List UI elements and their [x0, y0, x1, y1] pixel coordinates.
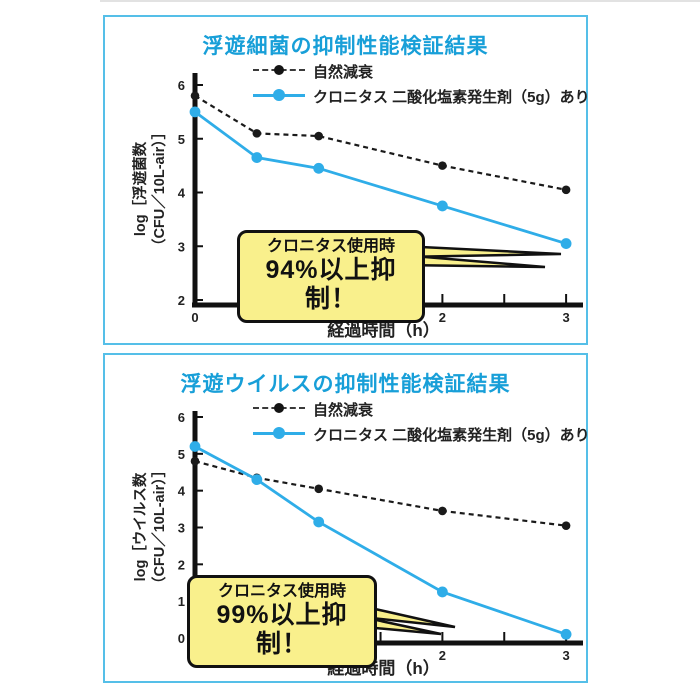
svg-text:2: 2	[439, 648, 446, 663]
svg-text:5: 5	[178, 132, 185, 147]
legend-item-cronitas: クロニタス 二酸化塩素発生剤（5g）あり	[253, 86, 590, 106]
dashed-line-marker-icon	[253, 65, 305, 77]
solid-line-marker-icon	[253, 427, 305, 440]
svg-text:4: 4	[178, 484, 186, 499]
solid-line-marker-icon	[253, 89, 305, 102]
callout-line2: 99%以上抑制！	[216, 601, 348, 658]
svg-text:経過時間（h）: 経過時間（h）	[327, 320, 439, 340]
svg-text:0: 0	[178, 631, 185, 646]
legend-virus: 自然減衰 クロニタス 二酸化塩素発生剤（5g）あり	[253, 399, 590, 444]
callout-line2: 94%以上抑制！	[265, 256, 397, 313]
y-axis-label-virus: log［ウイルス数 （CFU／10L-air）］	[132, 463, 170, 591]
svg-text:4: 4	[178, 186, 186, 201]
y-axis-label-line1: log［ウイルス数	[133, 472, 150, 582]
legend-item-cronitas: クロニタス 二酸化塩素発生剤（5g）あり	[253, 424, 590, 444]
y-axis-label-bacteria: log［浮遊菌数 （CFU／10L-air）］	[132, 125, 170, 253]
legend-label: クロニタス 二酸化塩素発生剤（5g）あり	[313, 88, 590, 106]
panel-title-virus: 浮遊ウイルスの抑制性能検証結果	[180, 373, 511, 396]
legend-item-natural-decay: 自然減衰	[253, 399, 590, 419]
legend-bacteria: 自然減衰 クロニタス 二酸化塩素発生剤（5g）あり	[253, 61, 590, 106]
panel-bacteria: 浮遊細菌の抑制性能検証結果 234560123経過時間（h） 自然減衰 クロニタ…	[103, 15, 590, 345]
svg-text:0: 0	[191, 310, 198, 325]
panel-title-bacteria: 浮遊細菌の抑制性能検証結果	[202, 35, 489, 58]
svg-text:2: 2	[439, 310, 446, 325]
svg-text:2: 2	[178, 293, 185, 308]
svg-text:5: 5	[178, 447, 185, 462]
callout-bacteria: クロニタス使用時 94%以上抑制！	[237, 230, 425, 323]
svg-text:6: 6	[178, 410, 185, 425]
y-axis-label-line2: （CFU／10L-air）］	[152, 124, 168, 254]
svg-text:3: 3	[178, 239, 185, 254]
svg-text:2: 2	[178, 557, 185, 572]
page-top-edge-line	[100, 0, 700, 2]
callout-line1: クロニタス使用時	[217, 583, 346, 600]
svg-text:1: 1	[178, 594, 185, 609]
svg-text:3: 3	[562, 310, 569, 325]
y-axis-label-line1: log［浮遊菌数	[133, 141, 150, 237]
callout-line1: クロニタス使用時	[266, 238, 395, 255]
legend-label: クロニタス 二酸化塩素発生剤（5g）あり	[313, 426, 590, 444]
panel-virus: 浮遊ウイルスの抑制性能検証結果 01234560123経過時間（h） 自然減衰 …	[103, 353, 590, 683]
legend-label: 自然減衰	[313, 63, 374, 81]
legend-label: 自然減衰	[313, 401, 374, 419]
legend-item-natural-decay: 自然減衰	[253, 61, 590, 81]
svg-text:6: 6	[178, 78, 185, 93]
svg-text:3: 3	[178, 521, 185, 536]
svg-text:3: 3	[562, 648, 569, 663]
dashed-line-marker-icon	[253, 403, 305, 415]
y-axis-label-line2: （CFU／10L-air）］	[152, 462, 168, 592]
callout-virus: クロニタス使用時 99%以上抑制！	[187, 575, 377, 668]
